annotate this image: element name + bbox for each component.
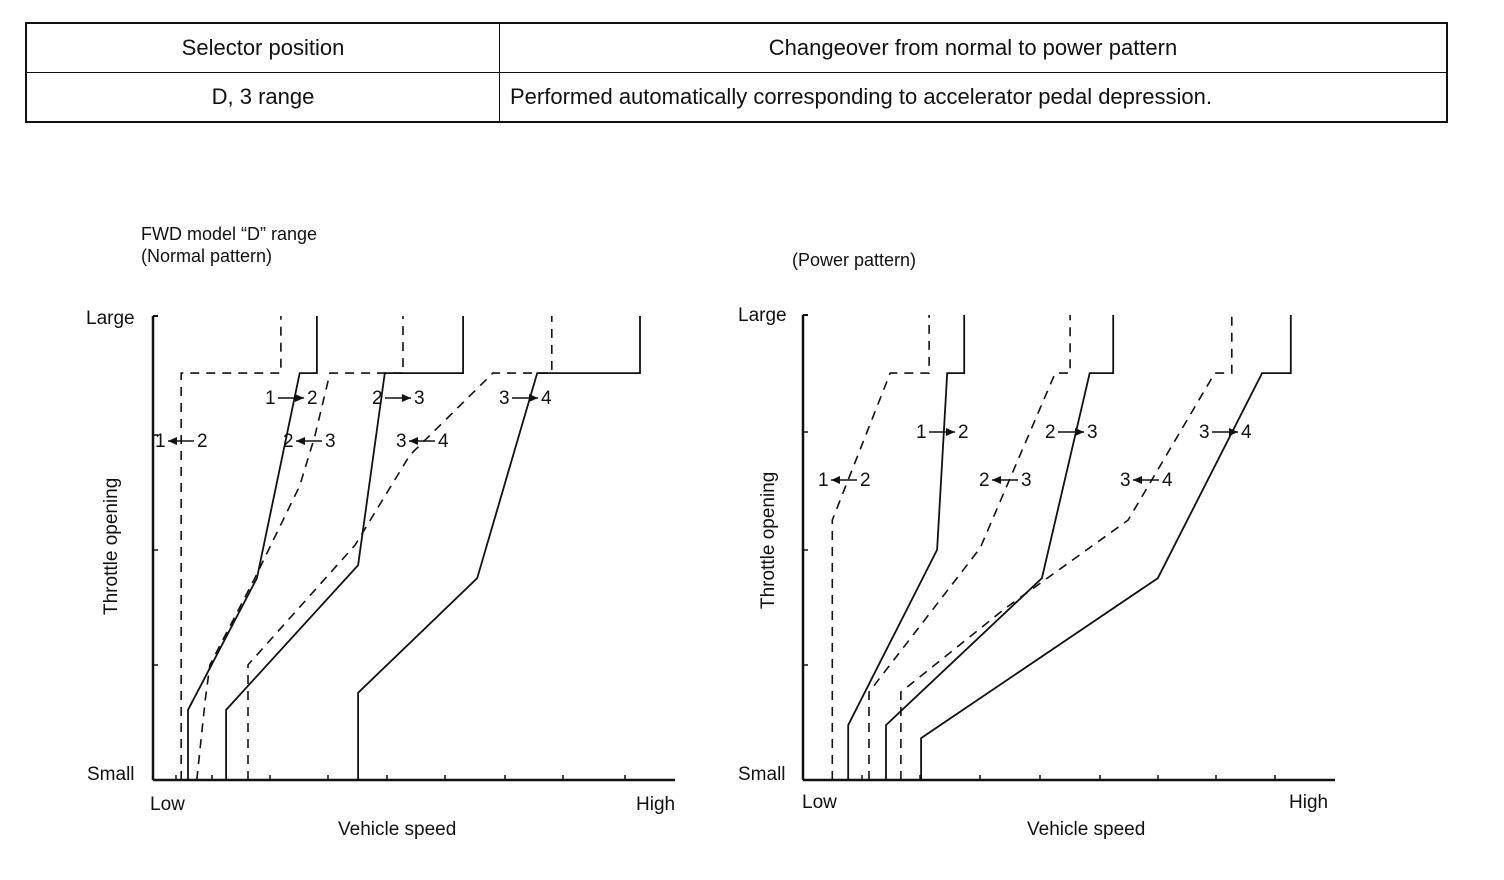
series-line-downshift <box>900 315 1233 780</box>
gear-to-label: 3 <box>1087 422 1098 443</box>
series-line-downshift <box>247 316 553 780</box>
gear-to-label: 4 <box>541 388 552 409</box>
gear-to-label: 2 <box>307 388 318 409</box>
gear-to-label: 4 <box>438 431 449 452</box>
axes <box>151 315 675 782</box>
series-line-upshift <box>225 316 465 780</box>
x-axis-title: Vehicle speed <box>338 819 456 840</box>
gear-to-label: 2 <box>860 470 871 491</box>
gear-from-label: 1 <box>818 470 829 491</box>
y-max-label: Large <box>738 305 787 326</box>
gear-to-label: 3 <box>1021 470 1032 491</box>
arrowhead-icon <box>168 437 177 445</box>
arrowhead-icon <box>295 394 304 402</box>
arrowhead-icon <box>1075 428 1084 436</box>
series-line-upshift <box>885 315 1115 780</box>
x-min-label: Low <box>802 792 837 813</box>
gear-from-label: 3 <box>1199 422 1210 443</box>
y-min-label: Small <box>87 764 135 785</box>
gear-from-label: 1 <box>265 388 276 409</box>
annotations: 1 21 22 32 33 43 4 <box>155 388 552 452</box>
gear-from-label: 2 <box>283 431 294 452</box>
selector-table: Selector position Changeover from normal… <box>25 22 1448 123</box>
y-min-label: Small <box>738 764 786 785</box>
gear-from-label: 2 <box>1045 422 1056 443</box>
gear-to-label: 2 <box>197 431 208 452</box>
header-changeover: Changeover from normal to power pattern <box>499 22 1448 73</box>
gear-to-label: 4 <box>1241 422 1252 443</box>
chart-subtitle: (Normal pattern) <box>141 246 272 266</box>
series-group <box>180 316 641 781</box>
table-row: D, 3 range Performed automatically corre… <box>25 72 1448 123</box>
arrowhead-icon <box>402 394 411 402</box>
series-line-downshift <box>180 316 282 780</box>
gear-from-label: 2 <box>979 470 990 491</box>
arrowhead-icon <box>296 437 305 445</box>
series-line-upshift <box>920 315 1292 780</box>
x-min-label: Low <box>150 794 185 815</box>
gear-to-label: 3 <box>414 388 425 409</box>
x-axis-title: Vehicle speed <box>1027 819 1145 840</box>
arrowhead-icon <box>831 476 840 484</box>
x-max-label: High <box>1289 792 1328 813</box>
arrowhead-icon <box>529 394 538 402</box>
arrowhead-icon <box>946 428 955 436</box>
arrowhead-icon <box>1133 476 1142 484</box>
axes <box>801 314 1335 782</box>
table-header-row: Selector position Changeover from normal… <box>25 22 1448 73</box>
power-pattern-chart: (Power pattern) Large Small Low High Veh… <box>738 250 1335 840</box>
gear-from-label: 3 <box>1120 470 1131 491</box>
normal-pattern-chart: FWD model “D” range (Normal pattern) Lar… <box>86 224 675 840</box>
gear-from-label: 1 <box>916 422 927 443</box>
arrowhead-icon <box>409 437 418 445</box>
gear-to-label: 4 <box>1162 470 1173 491</box>
annotations: 1 21 22 32 33 43 4 <box>818 422 1252 491</box>
cell-changeover-value: Performed automatically corresponding to… <box>499 72 1448 123</box>
gear-from-label: 3 <box>396 431 407 452</box>
series-line-upshift <box>187 316 318 780</box>
gear-from-label: 1 <box>155 431 166 452</box>
chart-title: FWD model “D” range <box>141 224 317 244</box>
gear-from-label: 2 <box>372 388 383 409</box>
y-axis-title: Throttle opening <box>758 472 779 609</box>
gear-to-label: 2 <box>958 422 969 443</box>
cell-selector-value: D, 3 range <box>25 72 500 123</box>
series-group <box>831 315 1292 780</box>
arrowhead-icon <box>1229 428 1238 436</box>
gear-from-label: 3 <box>499 388 510 409</box>
y-max-label: Large <box>86 308 135 329</box>
series-line-upshift <box>357 316 641 780</box>
arrowhead-icon <box>992 476 1001 484</box>
y-axis-title: Throttle opening <box>101 478 122 615</box>
x-max-label: High <box>636 794 675 815</box>
series-line-downshift <box>868 315 1071 780</box>
series-line-downshift <box>831 315 930 780</box>
gear-to-label: 3 <box>325 431 336 452</box>
chart-subtitle: (Power pattern) <box>792 250 916 270</box>
series-line-downshift <box>196 316 404 781</box>
series-line-upshift <box>847 315 966 780</box>
